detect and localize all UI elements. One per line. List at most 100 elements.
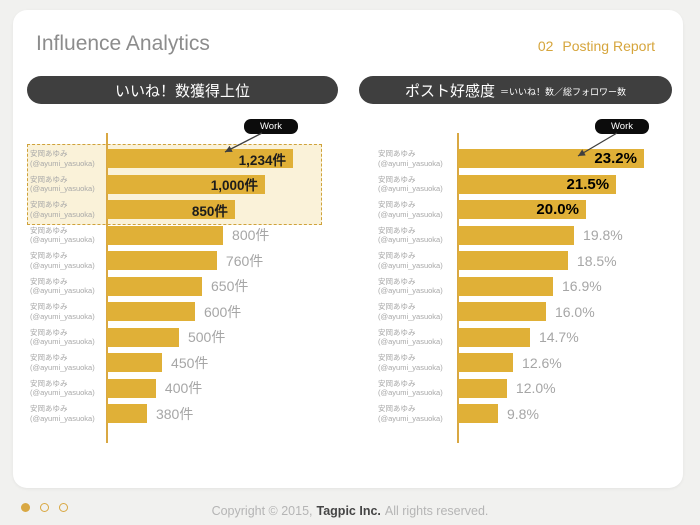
bar (107, 404, 147, 424)
copyright-prefix: Copyright © 2015, (211, 504, 313, 518)
account-name: 安岡あゆみ (378, 276, 416, 286)
bar-zone: 600件 (107, 302, 322, 322)
bar-zone: 1,234件 (107, 149, 322, 169)
chart-rows: 安岡あゆみ (@ayumi_yasuoka) 23.2% 安岡あゆみ (@ayumi_y… (378, 146, 673, 427)
bar: 23.2% (458, 149, 644, 169)
bar-row: 安岡あゆみ (@ayumi_yasuoka) 19.8% (378, 223, 673, 249)
bar (107, 276, 203, 296)
account-label: 安岡あゆみ (@ayumi_yasuoka) (378, 251, 458, 270)
account-label: 安岡あゆみ (@ayumi_yasuoka) (30, 175, 107, 194)
account-handle: (@ayumi_yasuoka) (378, 311, 443, 321)
bar-value: 1,234件 (238, 152, 286, 168)
section-title-likes: いいね！数獲得上位 (114, 82, 250, 100)
account-name: 安岡あゆみ (378, 251, 416, 261)
account-name: 安岡あゆみ (378, 200, 416, 210)
bar: 20.0% (458, 200, 586, 220)
account-label: 安岡あゆみ (@ayumi_yasuoka) (30, 328, 107, 347)
bar-row: 安岡あゆみ (@ayumi_yasuoka) 20.0% (378, 197, 673, 223)
account-handle: (@ayumi_yasuoka) (30, 209, 95, 219)
work-arrow-icon (577, 132, 618, 157)
bar-row: 安岡あゆみ (@ayumi_yasuoka) 1,234件 (30, 146, 322, 172)
bar: 21.5% (458, 174, 617, 194)
bar-zone: 450件 (107, 353, 322, 373)
bar-value: 14.7% (538, 329, 579, 346)
bar-row: 安岡あゆみ (@ayumi_yasuoka) 1,000件 (30, 172, 322, 198)
bar (458, 302, 546, 322)
bar-value: 400件 (164, 380, 203, 397)
account-handle: (@ayumi_yasuoka) (30, 184, 95, 194)
bar (458, 251, 568, 271)
bar-value: 19.8% (583, 227, 623, 244)
account-label: 安岡あゆみ (@ayumi_yasuoka) (30, 200, 107, 219)
account-name: 安岡あゆみ (378, 225, 416, 235)
account-name: 安岡あゆみ (30, 404, 68, 414)
bar-zone: 850件 (107, 200, 322, 220)
report-tag-number: 02 (537, 38, 554, 54)
bar-value: 850件 (191, 203, 228, 219)
account-label: 安岡あゆみ (@ayumi_yasuoka) (378, 175, 458, 194)
pager-dot[interactable] (21, 503, 30, 512)
account-label: 安岡あゆみ (@ayumi_yasuoka) (378, 379, 458, 398)
account-handle: (@ayumi_yasuoka) (378, 158, 443, 168)
bar-value: 12.0% (515, 380, 556, 397)
bar: 1,234件 (107, 149, 293, 169)
bar (107, 378, 156, 398)
account-handle: (@ayumi_yasuoka) (30, 260, 95, 270)
account-label: 安岡あゆみ (@ayumi_yasuoka) (378, 404, 458, 423)
work-badge: Work (244, 119, 298, 134)
account-handle: (@ayumi_yasuoka) (30, 235, 95, 245)
account-handle: (@ayumi_yasuoka) (378, 260, 443, 270)
account-label: 安岡あゆみ (@ayumi_yasuoka) (378, 277, 458, 296)
likes-bar-chart: 安岡あゆみ (@ayumi_yasuoka) 1,234件 安岡あゆみ (@ayumi_… (27, 119, 322, 446)
account-name: 安岡あゆみ (378, 174, 416, 184)
pager-dot[interactable] (59, 503, 68, 512)
account-name: 安岡あゆみ (378, 149, 416, 159)
pager-dot[interactable] (40, 503, 49, 512)
bar (458, 353, 514, 373)
bar-value: 16.0% (554, 303, 595, 320)
bar-value: 20.0% (536, 201, 579, 219)
account-label: 安岡あゆみ (@ayumi_yasuoka) (378, 149, 458, 168)
bar (458, 276, 554, 296)
bar-value: 18.5% (576, 252, 617, 269)
bar-value: 800件 (232, 227, 270, 244)
account-name: 安岡あゆみ (30, 225, 68, 235)
report-tag: 02 Posting Report (538, 38, 655, 54)
bar-zone: 23.2% (458, 149, 673, 169)
work-badge: Work (595, 119, 649, 134)
account-handle: (@ayumi_yasuoka) (378, 413, 443, 423)
bar-row: 安岡あゆみ (@ayumi_yasuoka) 760件 (30, 248, 322, 274)
bar-row: 安岡あゆみ (@ayumi_yasuoka) 500件 (30, 325, 322, 351)
account-handle: (@ayumi_yasuoka) (378, 362, 443, 372)
bar-row: 安岡あゆみ (@ayumi_yasuoka) 9.8% (378, 401, 673, 427)
account-name: 安岡あゆみ (30, 378, 68, 388)
bar-value: 9.8% (506, 405, 539, 422)
account-handle: (@ayumi_yasuoka) (30, 388, 95, 398)
bar-value: 1,000件 (210, 178, 259, 194)
account-handle: (@ayumi_yasuoka) (30, 337, 95, 347)
bar-row: 安岡あゆみ (@ayumi_yasuoka) 400件 (30, 376, 322, 402)
account-label: 安岡あゆみ (@ayumi_yasuoka) (30, 251, 107, 270)
page-title: Influence Analytics (36, 32, 210, 55)
chart-rows: 安岡あゆみ (@ayumi_yasuoka) 1,234件 安岡あゆみ (@ayumi_… (30, 146, 322, 427)
bar (107, 251, 217, 271)
copyright-suffix: All rights reserved. (384, 504, 489, 518)
work-arrow-icon (224, 132, 263, 153)
account-name: 安岡あゆみ (378, 327, 416, 337)
favorability-bar-chart: 安岡あゆみ (@ayumi_yasuoka) 23.2% 安岡あゆみ (@ayumi_y… (378, 119, 673, 446)
account-name: 安岡あゆみ (30, 353, 68, 363)
bar-row: 安岡あゆみ (@ayumi_yasuoka) 21.5% (378, 172, 673, 198)
bar-row: 安岡あゆみ (@ayumi_yasuoka) 16.0% (378, 299, 673, 325)
bar-value: 16.9% (562, 278, 602, 295)
account-label: 安岡あゆみ (@ayumi_yasuoka) (30, 404, 107, 423)
account-handle: (@ayumi_yasuoka) (378, 337, 443, 347)
account-label: 安岡あゆみ (@ayumi_yasuoka) (378, 328, 458, 347)
bar-zone: 1,000件 (107, 174, 322, 194)
account-name: 安岡あゆみ (30, 302, 68, 312)
bar: 850件 (107, 200, 235, 220)
account-label: 安岡あゆみ (@ayumi_yasuoka) (30, 353, 107, 372)
account-label: 安岡あゆみ (@ayumi_yasuoka) (30, 379, 107, 398)
account-handle: (@ayumi_yasuoka) (378, 184, 443, 194)
bar-value: 600件 (203, 303, 242, 320)
account-handle: (@ayumi_yasuoka) (30, 158, 95, 168)
